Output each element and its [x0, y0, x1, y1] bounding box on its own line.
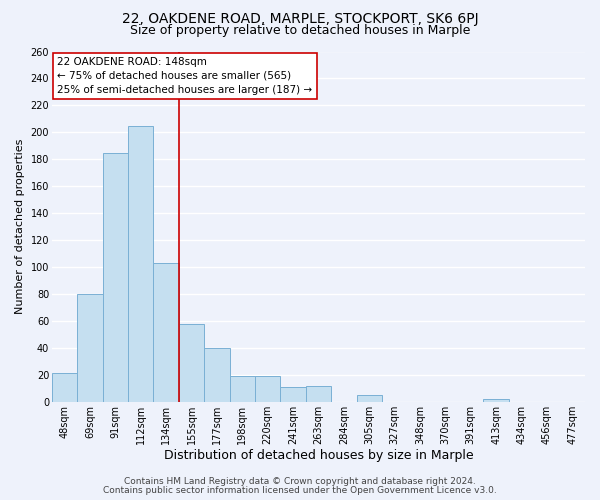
Text: Contains public sector information licensed under the Open Government Licence v3: Contains public sector information licen…: [103, 486, 497, 495]
Bar: [154, 263, 179, 402]
Bar: [306, 386, 331, 402]
Bar: [204, 348, 230, 402]
Bar: [230, 376, 255, 402]
Text: 22, OAKDENE ROAD, MARPLE, STOCKPORT, SK6 6PJ: 22, OAKDENE ROAD, MARPLE, STOCKPORT, SK6…: [122, 12, 478, 26]
Text: Size of property relative to detached houses in Marple: Size of property relative to detached ho…: [130, 24, 470, 37]
Bar: [484, 399, 509, 402]
Bar: [128, 126, 154, 402]
Bar: [255, 376, 280, 402]
Y-axis label: Number of detached properties: Number of detached properties: [15, 139, 25, 314]
Text: Contains HM Land Registry data © Crown copyright and database right 2024.: Contains HM Land Registry data © Crown c…: [124, 477, 476, 486]
Bar: [179, 324, 204, 402]
Bar: [356, 395, 382, 402]
Bar: [52, 374, 77, 402]
Bar: [103, 152, 128, 402]
Bar: [280, 387, 306, 402]
Text: 22 OAKDENE ROAD: 148sqm
← 75% of detached houses are smaller (565)
25% of semi-d: 22 OAKDENE ROAD: 148sqm ← 75% of detache…: [57, 57, 313, 95]
X-axis label: Distribution of detached houses by size in Marple: Distribution of detached houses by size …: [164, 450, 473, 462]
Bar: [77, 294, 103, 402]
